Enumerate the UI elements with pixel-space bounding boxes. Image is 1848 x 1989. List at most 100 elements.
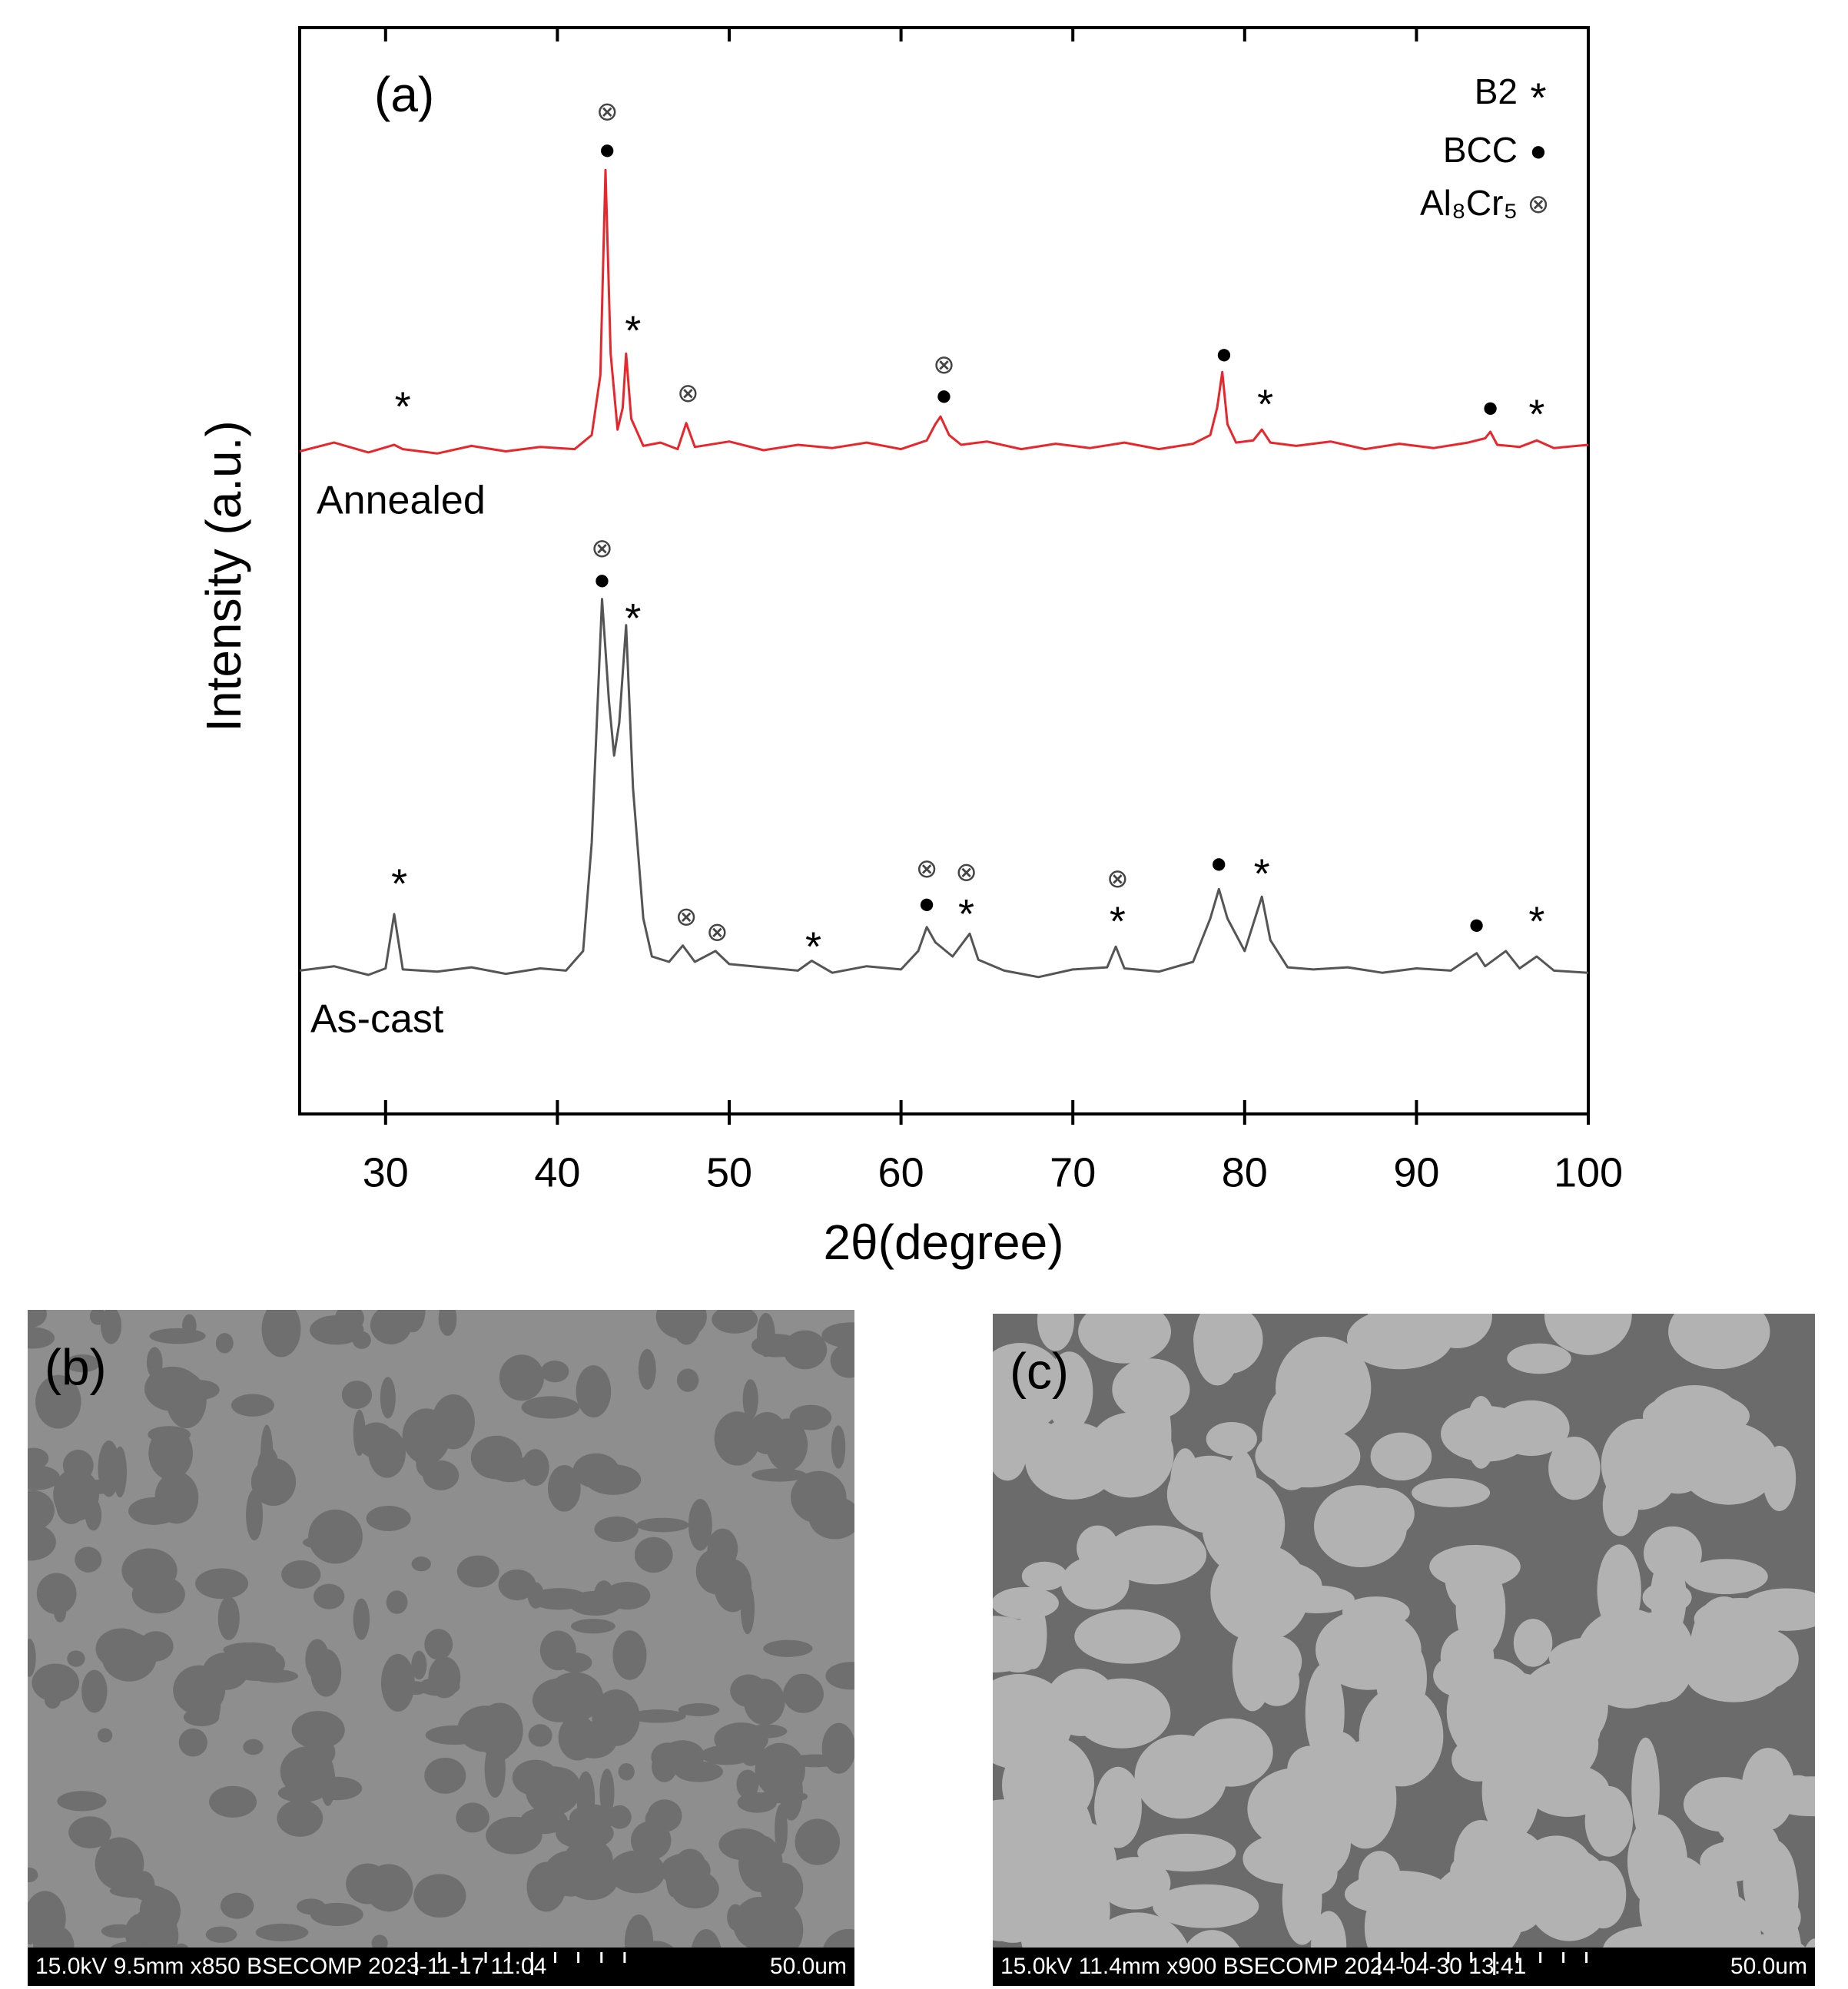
phase-marker: ⊗ (1106, 864, 1129, 893)
microstructure-phase (205, 1926, 237, 1943)
microstructure-phase (1668, 1314, 1770, 1369)
microstructure-phase (993, 1876, 1031, 1941)
legend-symbol: ⊗ (1528, 190, 1550, 219)
microstructure-phase (255, 1923, 309, 1941)
phase-marker: * (805, 923, 821, 970)
microstructure-phase (28, 1310, 47, 1328)
microstructure-phase (540, 1360, 569, 1383)
microstructure-phase (779, 1763, 803, 1821)
microstructure-phase (547, 1464, 581, 1512)
microstructure-phase (100, 1310, 122, 1344)
microstructure-phase (636, 1517, 689, 1533)
microstructure-phase (28, 1447, 49, 1470)
microstructure-phase (57, 1791, 107, 1812)
microstructure-phase (1463, 1885, 1528, 1919)
microstructure-phase (546, 1672, 604, 1722)
microstructure-phase (569, 1804, 616, 1832)
microstructure-phase (310, 1314, 364, 1345)
microstructure-phase (346, 1863, 390, 1904)
microstructure-phase (1763, 1445, 1797, 1511)
microstructure-phase (1492, 1400, 1570, 1457)
x-tick-label: 90 (1393, 1149, 1439, 1195)
microstructure-phase (68, 1816, 111, 1849)
phase-marker: ⊗ (916, 854, 938, 883)
microstructure-phase (1153, 1884, 1259, 1928)
phase-marker: ⊗ (677, 379, 699, 408)
microstructure-phase (181, 1380, 220, 1400)
microstructure-phase (341, 1381, 373, 1409)
microstructure-phase (599, 1769, 615, 1817)
microstructure-phase (714, 1411, 761, 1466)
microstructure-phase (133, 1871, 155, 1901)
microstructure-phase (277, 1784, 325, 1802)
microstructure-phase (629, 1709, 686, 1723)
microstructure-phase (65, 1354, 101, 1373)
microstructure-phase (1715, 1626, 1799, 1692)
legend-label: BCC (1443, 130, 1518, 170)
microstructure-phase (62, 1450, 94, 1482)
microstructure-phase (402, 1408, 450, 1465)
microstructure-phase (594, 1516, 639, 1542)
microstructure-phase (676, 1368, 699, 1392)
phase-marker: ● (1210, 847, 1228, 880)
microstructure-phase (413, 1874, 466, 1918)
microstructure-phase (1137, 1833, 1236, 1872)
phase-marker: ● (1481, 391, 1499, 423)
legend-symbol: * (1530, 75, 1546, 121)
microstructure-phase (825, 1662, 854, 1690)
microstructure-phase (138, 1631, 174, 1662)
microstructure-phase (44, 1692, 61, 1709)
microstructure-phase (789, 1404, 832, 1430)
microstructure-phase (95, 1837, 144, 1891)
microstructure-phase (783, 1330, 828, 1370)
microstructure-phase (1341, 1737, 1435, 1775)
sem-image: 15.0kV 11.4mm x900 BSECOMP 2024-04-30 13… (993, 1314, 1815, 1986)
series-line (299, 168, 1589, 455)
microstructure-phase (209, 1785, 257, 1818)
microstructure-phase (783, 1675, 824, 1713)
microstructure-phase (1276, 1336, 1372, 1440)
microstructure-phase (529, 1460, 546, 1473)
legend-label: Al₈Cr₅ (1420, 183, 1518, 223)
microstructure-phase (572, 1453, 620, 1489)
phase-marker: ⊗ (675, 902, 698, 931)
microstructure-phase (788, 1754, 843, 1768)
microstructure-phase (521, 1396, 580, 1419)
microstructure-phase (1580, 1860, 1627, 1929)
sem-info: 15.0kV 9.5mm x850 BSECOMP 2023-11-17 11:… (35, 1954, 546, 1979)
microstructure-phase (1422, 1314, 1492, 1348)
microstructure-phase (1254, 1657, 1300, 1706)
microstructure-phase (831, 1425, 846, 1469)
microstructure-phase (97, 1728, 113, 1743)
microstructure-phase (647, 1799, 682, 1832)
info-bar (28, 1948, 854, 1986)
microstructure-phase (1684, 1559, 1768, 1595)
microstructure-phase (28, 1639, 36, 1677)
sem-image: 15.0kV 9.5mm x850 BSECOMP 2023-11-17 11:… (28, 1310, 854, 1986)
microstructure-phase (195, 1568, 249, 1599)
microstructure-phase (1763, 1776, 1815, 1817)
microstructure-phase (634, 1537, 673, 1573)
microstructure-phase (993, 1586, 1059, 1619)
phase-marker: ⊗ (933, 350, 955, 380)
microstructure-phase (751, 1468, 807, 1482)
y-axis-title: Intensity (a.u.) (196, 420, 251, 732)
microstructure-phase (675, 1761, 723, 1782)
microstructure-phase (400, 1310, 426, 1333)
microstructure-phase (744, 1679, 785, 1725)
microstructure-phase (217, 1596, 240, 1640)
microstructure-phase (618, 1763, 635, 1781)
microstructure-phase (1584, 1785, 1634, 1857)
microstructure-phase (1189, 1718, 1273, 1787)
microstructure-phase (67, 1650, 85, 1667)
microstructure-phase (250, 1457, 297, 1507)
microstructure-phase (520, 1807, 568, 1835)
microstructure-phase (1740, 1588, 1815, 1631)
sem-scale: 50.0um (1730, 1954, 1807, 1979)
microstructure-phase (423, 1460, 460, 1490)
microstructure-phase (539, 1630, 576, 1671)
microstructure-phase (736, 1769, 759, 1799)
microstructure-phase (993, 1427, 1027, 1481)
microstructure-phase (688, 1499, 712, 1551)
